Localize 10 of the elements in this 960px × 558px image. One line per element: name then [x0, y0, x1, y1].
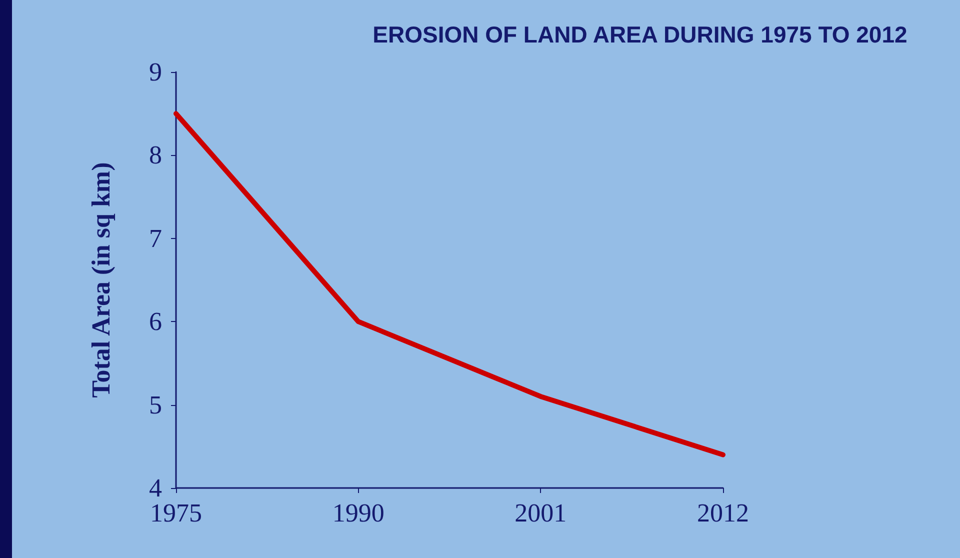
- y-tick-label: 5: [149, 390, 162, 420]
- y-tick-label: 9: [149, 58, 162, 86]
- y-tick-label: 8: [149, 140, 162, 170]
- x-tick-label: 2012: [697, 498, 749, 528]
- x-tick-label: 2001: [514, 498, 567, 528]
- y-tick-label: 6: [149, 307, 162, 336]
- chart-title: EROSION OF LAND AREA DURING 1975 TO 2012: [372, 22, 908, 48]
- y-tick-label: 7: [149, 224, 162, 253]
- x-tick-label: 1990: [332, 498, 384, 528]
- y-axis-title: Total Area (in sq km): [86, 162, 116, 398]
